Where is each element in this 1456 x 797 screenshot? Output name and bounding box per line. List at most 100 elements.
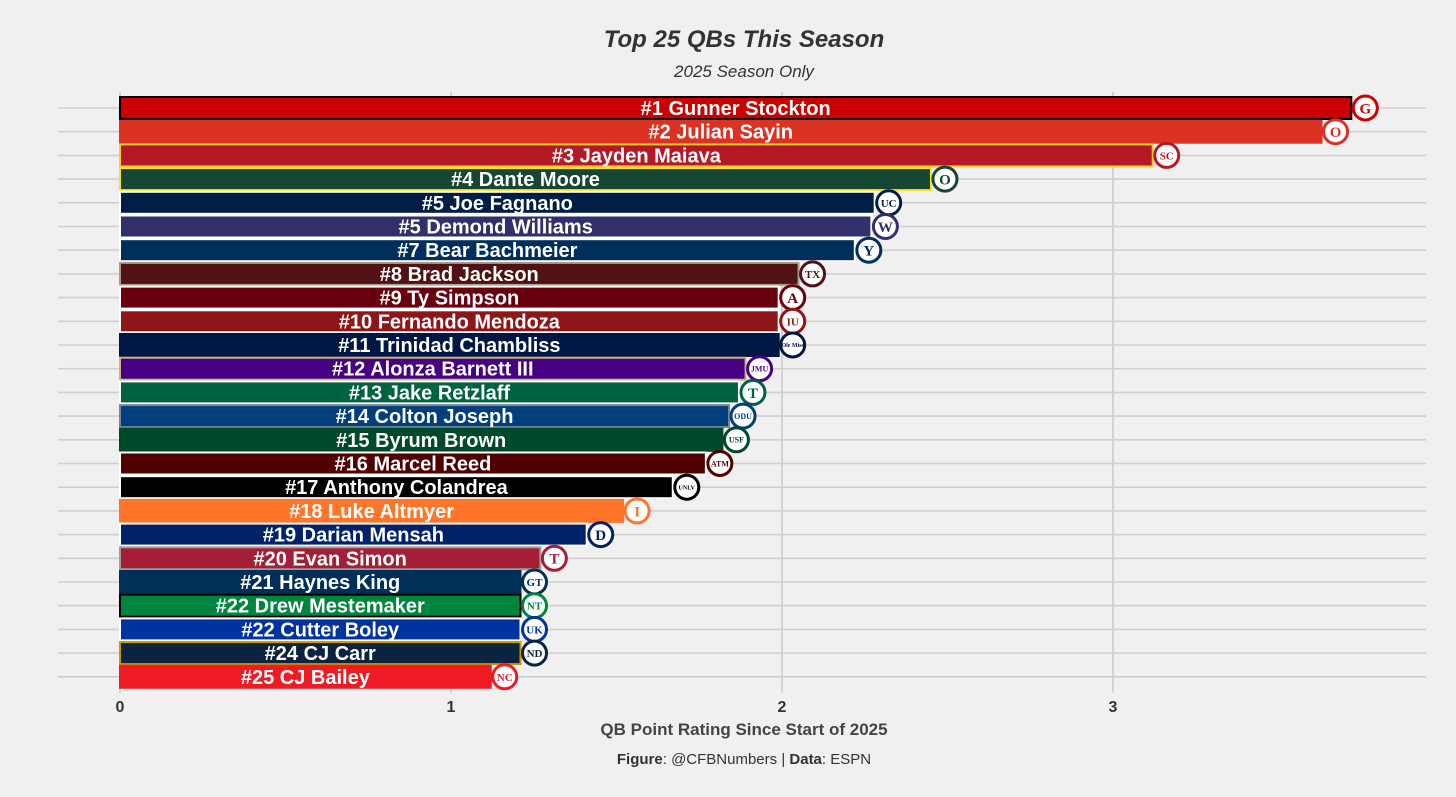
- bar-group: #12 Alonza Barnett III: [119, 356, 747, 381]
- duke-logo-badge: [587, 521, 615, 549]
- x-axis-title: QB Point Rating Since Start of 2025: [600, 720, 887, 739]
- ole-miss-logo-text: Ole Miss: [781, 343, 804, 349]
- jmu-logo: JMU: [746, 355, 774, 383]
- illinois-logo-text: I: [634, 504, 640, 520]
- bar-label: #19 Darian Mensah: [263, 525, 444, 547]
- bar: [119, 593, 522, 618]
- bar-group: #7 Bear Bachmeier: [119, 238, 856, 262]
- bar-group: #8 Brad Jackson: [119, 261, 800, 286]
- bar-group: #5 Joe Fagnano: [119, 190, 876, 215]
- bar-label: #13 Jake Retzlaff: [349, 382, 511, 404]
- bar-group: #25 CJ Bailey: [119, 664, 492, 689]
- usf-logo-badge: [722, 426, 750, 454]
- nc-state-logo-text: NC: [497, 672, 513, 684]
- bar-label: #8 Brad Jackson: [380, 264, 539, 286]
- bar: [119, 404, 731, 429]
- bar-group: #21 Haynes King: [119, 570, 522, 594]
- bar-label: #10 Fernando Mendoza: [339, 311, 561, 333]
- washington-logo-text: W: [878, 220, 893, 236]
- bar-label: #15 Byrum Brown: [336, 430, 506, 452]
- bar-group: #14 Colton Joseph: [119, 404, 731, 429]
- temple-logo-text: T: [549, 552, 559, 568]
- oregon-logo-badge: [931, 165, 959, 193]
- bar: [119, 498, 625, 523]
- georgia-tech-logo-text: GT: [527, 577, 544, 589]
- byu-logo: Y: [855, 236, 883, 264]
- chart-title: Top 25 QBs This Season: [604, 26, 885, 53]
- alabama-logo-text: A: [787, 291, 798, 307]
- bar: [119, 617, 522, 642]
- duke-logo-text: D: [595, 528, 606, 544]
- bar: [119, 475, 674, 500]
- bar-group: #19 Darian Mensah: [119, 522, 588, 547]
- bar-group: #18 Luke Altmyer: [119, 498, 625, 523]
- washington-logo: W: [871, 213, 899, 240]
- bar-group: #9 Ty Simpson: [119, 285, 780, 310]
- tulane-logo: T: [739, 378, 767, 406]
- duke-logo: D: [587, 521, 615, 549]
- usc-logo-text: SC: [1160, 150, 1174, 162]
- bar-group: #2 Julian Sayin: [119, 119, 1323, 144]
- illinois-logo-badge: [623, 497, 651, 525]
- bar-label: #22 Drew Mestemaker: [216, 596, 425, 618]
- caption-data-value: : ESPN: [822, 751, 871, 768]
- bar-label: #18 Luke Altmyer: [289, 501, 454, 523]
- bar-label: #9 Ty Simpson: [380, 288, 520, 310]
- bar: [119, 190, 876, 215]
- bar: [119, 143, 1154, 168]
- indiana-logo: IU: [779, 307, 807, 335]
- illinois-logo: I: [623, 497, 651, 525]
- bar: [119, 333, 780, 357]
- bar-label: #25 CJ Bailey: [241, 667, 371, 689]
- uconn-logo: UC: [875, 189, 903, 217]
- texas-am-logo-text: ATM: [711, 459, 730, 468]
- ole-miss-logo-badge: [779, 331, 807, 359]
- georgia-logo-badge: [1351, 94, 1379, 122]
- bar: [119, 664, 492, 689]
- bar-group: #5 Demond Williams: [119, 214, 873, 239]
- usc-logo: SC: [1153, 141, 1181, 169]
- byu-logo-badge: [855, 236, 883, 264]
- x-axis-ticks: 0 1 2 3: [116, 699, 1118, 716]
- bar: [119, 380, 740, 405]
- usc-logo-badge: [1153, 141, 1181, 169]
- nc-state-logo-badge: [491, 663, 519, 691]
- bar-label: #11 Trinidad Chambliss: [338, 335, 560, 357]
- bar: [119, 546, 542, 571]
- north-texas-logo: NT: [521, 592, 549, 620]
- bar-label: #16 Marcel Reed: [335, 454, 492, 476]
- bar: [119, 427, 724, 452]
- caption-data-label: Data: [789, 751, 822, 768]
- x-tick-label: 1: [447, 699, 456, 716]
- texas-state-logo: TX: [799, 260, 827, 288]
- washington-logo-badge: [871, 213, 899, 240]
- odu-logo-text: ODU: [734, 412, 752, 421]
- bar: [119, 214, 873, 239]
- kentucky-logo-text: UK: [526, 624, 543, 636]
- bar-label: #21 Haynes King: [240, 572, 400, 594]
- texas-state-logo-text: TX: [805, 269, 820, 281]
- unlv-logo-text: UNLV: [679, 485, 696, 491]
- texas-state-logo-badge: [799, 260, 827, 288]
- bar: [119, 309, 780, 334]
- bar: [119, 570, 522, 594]
- georgia-tech-logo: GT: [521, 568, 549, 596]
- bar: [119, 451, 707, 476]
- texas-am-logo: ATM: [706, 450, 734, 477]
- uconn-logo-text: UC: [881, 198, 897, 210]
- bar: [119, 356, 747, 381]
- bar-label: #17 Anthony Colandrea: [285, 477, 509, 499]
- bar-label: #4 Dante Moore: [451, 169, 600, 191]
- bar-group: #22 Cutter Boley: [119, 617, 522, 642]
- bar: [119, 261, 800, 286]
- texas-am-logo-badge: [706, 450, 734, 477]
- notre-dame-logo-badge: [521, 639, 549, 667]
- bar-group: #22 Drew Mestemaker: [119, 593, 522, 618]
- bar-group: #24 CJ Carr: [119, 641, 522, 666]
- ole-miss-logo: Ole Miss: [779, 331, 807, 359]
- georgia-logo-text: G: [1359, 101, 1371, 117]
- unlv-logo: UNLV: [673, 473, 701, 501]
- bars-layer: #1 Gunner Stockton#2 Julian Sayin#3 Jayd…: [119, 96, 1353, 689]
- tulane-logo-badge: [739, 378, 767, 406]
